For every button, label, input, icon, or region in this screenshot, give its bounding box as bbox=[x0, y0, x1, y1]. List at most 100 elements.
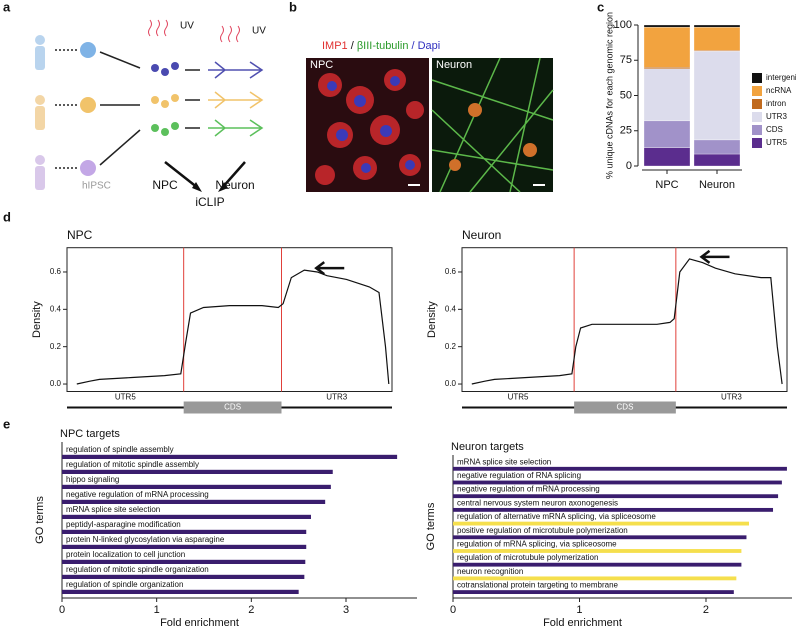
region-label: UTR5 bbox=[508, 393, 529, 402]
category-label: hippo signaling bbox=[66, 475, 119, 484]
density-line bbox=[471, 258, 783, 385]
micrograph-label: Neuron bbox=[436, 59, 472, 71]
bar-segment bbox=[693, 50, 741, 141]
uv-label: UV bbox=[180, 21, 194, 32]
bar bbox=[453, 494, 779, 499]
bar bbox=[62, 559, 306, 564]
x-tick-label: NPC bbox=[655, 179, 678, 191]
bar-segment bbox=[693, 24, 741, 28]
panel-letter: e bbox=[3, 416, 10, 431]
category-label: cotranslational protein targeting to mem… bbox=[457, 581, 619, 590]
bar bbox=[62, 589, 299, 594]
micrograph bbox=[306, 57, 554, 193]
panel-letter: c bbox=[597, 0, 604, 14]
y-axis-label: GO terms bbox=[34, 496, 46, 544]
category-label: regulation of microtubule polymerization bbox=[457, 553, 598, 562]
y-axis-label: GO terms bbox=[425, 502, 437, 550]
uv-label: UV bbox=[252, 26, 266, 37]
y-tick-label: 0.2 bbox=[50, 342, 62, 351]
category-label: regulation of mitotic spindle assembly bbox=[66, 460, 199, 469]
region-label: CDS bbox=[224, 403, 241, 412]
region-label: CDS bbox=[617, 403, 634, 412]
chart-title: Neuron bbox=[462, 228, 501, 242]
x-tick-label: 1 bbox=[576, 604, 582, 616]
legend-swatch bbox=[752, 99, 762, 109]
bar bbox=[62, 529, 307, 534]
x-tick-label: 0 bbox=[59, 604, 65, 616]
bar bbox=[62, 544, 307, 549]
bar-segment bbox=[643, 68, 691, 122]
chart-title: Neuron targets bbox=[451, 441, 524, 453]
y-tick-label: 0 bbox=[626, 160, 632, 172]
y-axis-label: Density bbox=[31, 301, 43, 338]
legend-label: intergenic bbox=[766, 73, 796, 82]
category-label: peptidyl-asparagine modification bbox=[66, 520, 181, 529]
panel-letter: a bbox=[3, 0, 11, 14]
x-axis-label: Fold enrichment bbox=[543, 617, 622, 629]
y-tick-label: 0.6 bbox=[50, 267, 62, 276]
bar bbox=[62, 514, 311, 519]
y-axis-label: % unique cDNAs for each genomic region bbox=[604, 12, 614, 179]
bar-segment bbox=[643, 120, 691, 148]
region-label: UTR3 bbox=[326, 393, 347, 402]
bar bbox=[453, 466, 787, 471]
region-label: UTR3 bbox=[721, 393, 742, 402]
bar-segment bbox=[643, 24, 691, 28]
legend-swatch bbox=[752, 86, 762, 96]
chart-title: NPC targets bbox=[60, 428, 120, 440]
bar bbox=[62, 574, 305, 579]
bar-segment bbox=[643, 67, 691, 69]
method-label: iCLIP bbox=[195, 195, 224, 209]
y-tick-label: 0.6 bbox=[445, 267, 457, 276]
bar bbox=[62, 469, 333, 474]
x-tick-label: 0 bbox=[450, 604, 456, 616]
panel-letter: b bbox=[289, 0, 297, 14]
stage-label: NPC bbox=[152, 178, 178, 192]
y-tick-label: 50 bbox=[620, 89, 632, 101]
category-label: negative regulation of mRNA processing bbox=[66, 490, 209, 499]
y-tick-label: 75 bbox=[620, 54, 632, 66]
panel-letter: d bbox=[3, 209, 11, 224]
legend-label: ncRNA bbox=[766, 86, 792, 95]
bar bbox=[453, 535, 747, 540]
category-label: protein N-linked glycosylation via aspar… bbox=[66, 535, 225, 544]
category-label: protein localization to cell junction bbox=[66, 550, 185, 559]
bar bbox=[453, 576, 737, 581]
bar-segment bbox=[643, 26, 691, 68]
density-line bbox=[76, 269, 390, 385]
category-label: neuron recognition bbox=[457, 567, 523, 576]
category-label: regulation of alternative mRNA splicing,… bbox=[457, 512, 656, 521]
category-label: negative regulation of mRNA processing bbox=[457, 485, 600, 494]
y-tick-label: 0.2 bbox=[445, 342, 457, 351]
legend-label: UTR5 bbox=[766, 138, 787, 147]
category-label: central nervous system neuron axonogenes… bbox=[457, 498, 618, 507]
y-axis-label: Density bbox=[426, 301, 438, 338]
cds-region bbox=[183, 401, 282, 414]
x-tick-label: 2 bbox=[248, 604, 254, 616]
x-axis-label: Fold enrichment bbox=[160, 617, 239, 629]
cds-region bbox=[574, 401, 676, 414]
x-tick-label: 2 bbox=[703, 604, 709, 616]
category-label: regulation of spindle assembly bbox=[66, 445, 174, 454]
x-tick-label: 3 bbox=[343, 604, 349, 616]
category-label: negative regulation of RNA splicing bbox=[457, 471, 581, 480]
arrow bbox=[314, 261, 345, 276]
bar-segment bbox=[643, 147, 691, 167]
bar bbox=[453, 549, 742, 553]
bar bbox=[453, 507, 774, 512]
legend-swatch bbox=[752, 112, 762, 122]
category-label: positive regulation of microtubule polym… bbox=[457, 526, 628, 535]
category-label: mRNA splice site selection bbox=[66, 505, 160, 514]
stage-label: Neuron bbox=[215, 178, 254, 192]
region-label: UTR5 bbox=[115, 393, 136, 402]
legend-label: UTR3 bbox=[766, 112, 787, 121]
bar-segment bbox=[693, 139, 741, 155]
bar bbox=[62, 454, 398, 459]
legend-label: intron bbox=[766, 99, 786, 108]
x-tick-label: Neuron bbox=[699, 179, 735, 191]
cell-line-label: hIPSC bbox=[82, 181, 111, 192]
bar bbox=[62, 484, 331, 489]
legend-swatch bbox=[752, 125, 762, 135]
x-tick-label: 1 bbox=[154, 604, 160, 616]
